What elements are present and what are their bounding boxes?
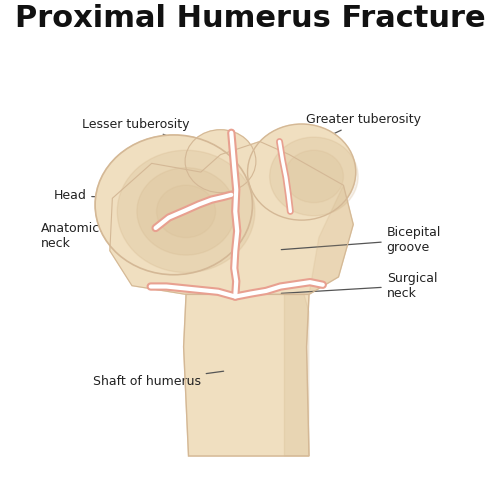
- Polygon shape: [184, 295, 309, 456]
- Circle shape: [185, 130, 256, 193]
- Polygon shape: [284, 295, 309, 456]
- Text: Anatomical
neck: Anatomical neck: [41, 222, 174, 250]
- Text: Surgical
neck: Surgical neck: [282, 271, 437, 300]
- Circle shape: [95, 135, 252, 275]
- Circle shape: [248, 124, 356, 220]
- Circle shape: [284, 150, 344, 202]
- Text: Greater tuberosity: Greater tuberosity: [306, 113, 420, 146]
- Polygon shape: [110, 142, 353, 295]
- Text: Lesser tuberosity: Lesser tuberosity: [82, 118, 217, 155]
- Text: Shaft of humerus: Shaft of humerus: [92, 371, 224, 388]
- Circle shape: [270, 137, 358, 216]
- Title: Proximal Humerus Fracture: Proximal Humerus Fracture: [14, 4, 486, 33]
- Circle shape: [137, 168, 235, 255]
- Text: Head: Head: [54, 189, 153, 202]
- Text: Bicepital
groove: Bicepital groove: [282, 226, 441, 254]
- Polygon shape: [309, 185, 353, 295]
- Circle shape: [156, 185, 216, 238]
- Circle shape: [117, 150, 255, 272]
